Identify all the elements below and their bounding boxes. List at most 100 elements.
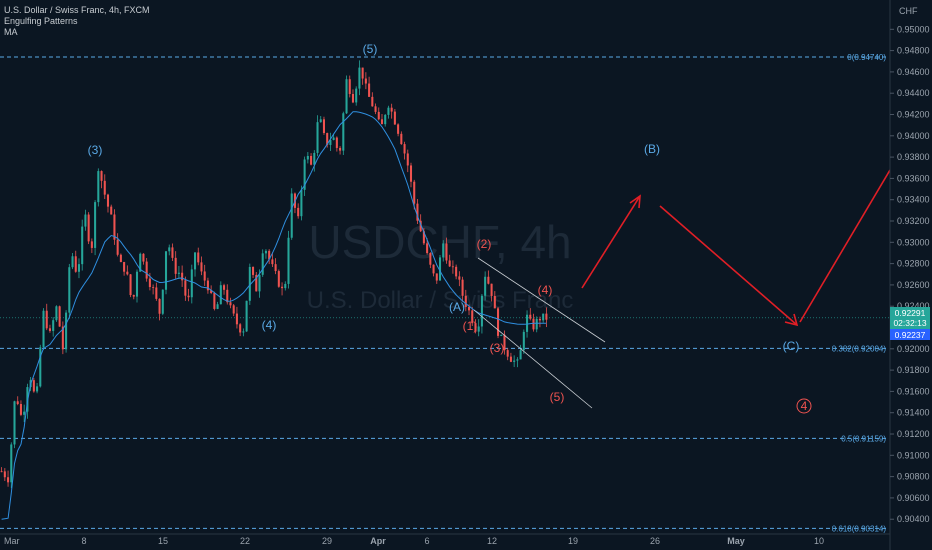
symbol-title: U.S. Dollar / Swiss Franc, 4h, FXCM (4, 5, 150, 15)
y-tick-label: 0.92400 (897, 301, 930, 311)
candle-body (542, 313, 545, 321)
candle-body (171, 247, 174, 258)
candle-body (161, 289, 164, 314)
candle-body (261, 253, 264, 275)
candle-body (351, 93, 355, 103)
candle-body (480, 295, 483, 327)
candle-body (284, 283, 287, 289)
candle-body (419, 220, 422, 232)
candle-body (368, 83, 371, 97)
candle-body (490, 283, 493, 296)
candle-body (255, 274, 258, 292)
candle-body (248, 266, 251, 301)
candle-body (87, 214, 90, 242)
candle-body (364, 78, 367, 84)
channel-lower-line[interactable] (473, 309, 593, 409)
y-tick-label: 0.93400 (897, 195, 930, 205)
y-tick-label: 0.90800 (897, 472, 930, 482)
candle-body (484, 276, 487, 296)
candle-body (487, 276, 490, 284)
candle-body (168, 247, 171, 252)
y-tick-label: 0.93600 (897, 173, 930, 183)
candle-body (500, 334, 503, 336)
candle-body (326, 133, 329, 145)
candle-body (271, 259, 274, 265)
candle-body (7, 477, 10, 483)
candle-body (438, 257, 442, 281)
candle-body (77, 264, 81, 272)
candle-body (387, 107, 390, 115)
y-tick-label: 0.91800 (897, 365, 930, 375)
candle-body (226, 289, 229, 303)
x-tick-label: 8 (81, 536, 86, 546)
candle-body (406, 153, 409, 166)
watermark-name: U.S. Dollar / Swiss Franc (307, 287, 574, 314)
candle-body (522, 331, 525, 351)
candle-body (197, 252, 200, 263)
candle-body (506, 350, 509, 357)
candle-body (113, 214, 116, 240)
wave-label: (A) (449, 300, 465, 314)
y-tick-label: 0.92600 (897, 280, 930, 290)
candle-body (274, 264, 277, 272)
candle-body (84, 214, 87, 227)
candle-body (106, 194, 110, 207)
candle-body (397, 124, 400, 134)
candle-body (184, 280, 187, 296)
x-tick-label: 19 (568, 536, 578, 546)
candle-body (187, 295, 190, 298)
chart-legend[interactable]: U.S. Dollar / Swiss Franc, 4h, FXCM Engu… (4, 5, 150, 37)
candle-body (529, 314, 532, 319)
candle-body (335, 137, 338, 148)
candle-body (126, 271, 129, 275)
candle-body (290, 193, 293, 238)
candle-body (245, 300, 248, 332)
y-tick-label: 0.91400 (897, 408, 930, 418)
candle-body (232, 305, 235, 314)
candle-body (355, 88, 358, 103)
candle-body (277, 271, 280, 287)
channel-upper-line[interactable] (477, 257, 606, 343)
candle-body (526, 314, 529, 332)
candle-body (432, 264, 435, 274)
wave-label: (5) (363, 42, 378, 56)
candle-body (448, 260, 451, 267)
candle-body (384, 114, 387, 125)
y-tick-label: 0.92000 (897, 344, 930, 354)
candle-body (538, 318, 541, 321)
candle-body (268, 250, 271, 260)
projection-arrows[interactable] (581, 169, 891, 327)
candle-body (32, 380, 35, 392)
candle-body (94, 202, 97, 248)
wave-label: (C) (783, 339, 800, 353)
candle-body (516, 359, 519, 361)
x-tick-label: Apr (370, 536, 386, 546)
time-axis[interactable]: Mar 8 15 22 29 Apr 6 12 19 26 May 10 (4, 536, 824, 546)
price-axis[interactable]: 0.95000 0.94800 0.94600 0.94400 0.94200 0.940… (890, 24, 930, 524)
candle-body (132, 295, 135, 297)
x-tick-label: 29 (322, 536, 332, 546)
candle-body (493, 295, 496, 309)
candle-body (90, 241, 93, 248)
candle-body (409, 165, 413, 182)
fib-level-label: 0.5(0.91159) (841, 434, 886, 443)
candle-body (390, 107, 393, 112)
candle-body (361, 67, 364, 79)
arrow-head-c (784, 313, 799, 327)
candle-body (206, 280, 209, 291)
wave-label: (2) (477, 237, 492, 251)
candle-body (471, 310, 474, 324)
arrow-down-to-c (659, 205, 798, 326)
x-tick-label: 10 (814, 536, 824, 546)
fib-level-label: 0(0.94740) (847, 53, 886, 62)
candle-body (358, 67, 361, 89)
candle-body (545, 313, 548, 320)
candle-body (19, 404, 22, 415)
candle-body (68, 267, 71, 313)
candle-body (103, 180, 106, 195)
candle-body (81, 226, 84, 265)
candle-body (332, 137, 335, 140)
